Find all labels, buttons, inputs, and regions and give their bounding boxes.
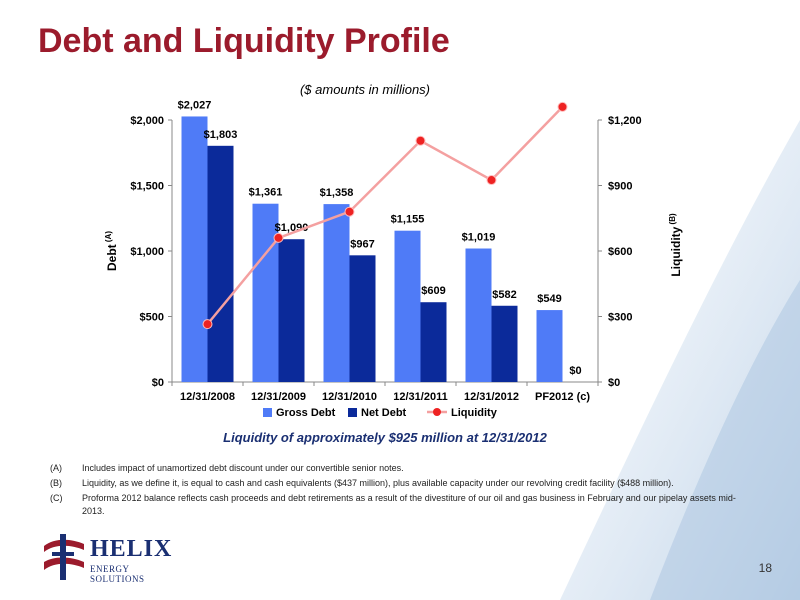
y2-tick-label: $0 bbox=[608, 377, 620, 389]
gross-debt-bar bbox=[536, 310, 563, 382]
y-axis-title-text: Debt bbox=[105, 244, 119, 271]
footnote-a: (A) Includes impact of unamortized debt … bbox=[50, 462, 750, 475]
liquidity-point bbox=[557, 101, 568, 112]
y-tick-label: $2,000 bbox=[130, 115, 164, 127]
x-tick-label: 12/31/2012 bbox=[464, 391, 519, 403]
y2-tick-label: $900 bbox=[608, 181, 632, 193]
legend-label-net-debt: Net Debt bbox=[361, 407, 407, 419]
gross-debt-label: $1,155 bbox=[391, 214, 425, 226]
y-tick-label: $500 bbox=[140, 312, 164, 324]
net-debt-label: $967 bbox=[350, 238, 374, 250]
net-debt-bar bbox=[349, 255, 376, 382]
gross-debt-label: $549 bbox=[537, 293, 561, 305]
footnotes: (A) Includes impact of unamortized debt … bbox=[50, 462, 750, 520]
gross-debt-bar bbox=[181, 116, 208, 382]
y-tick-label: $1,000 bbox=[130, 246, 164, 258]
footnote-text: Liquidity, as we define it, is equal to … bbox=[82, 478, 674, 488]
liquidity-point bbox=[415, 135, 426, 146]
helix-logo: HELIX ENERGY SOLUTIONS bbox=[40, 532, 180, 584]
footnote-key: (C) bbox=[50, 493, 63, 503]
y-axis-title: Debt (A) bbox=[104, 231, 119, 271]
x-tick-label: 12/31/2010 bbox=[322, 391, 377, 403]
y2-axis-title-superscript: (B) bbox=[668, 213, 677, 227]
net-debt-label: $0 bbox=[569, 365, 581, 377]
y2-axis-title: Liquidity (B) bbox=[668, 213, 683, 277]
net-debt-label: $609 bbox=[421, 285, 445, 297]
x-tick-label: PF2012 (c) bbox=[535, 391, 590, 403]
logo-subtitle: ENERGY SOLUTIONS bbox=[90, 564, 145, 584]
liquidity-point bbox=[486, 175, 497, 186]
gross-debt-label: $1,361 bbox=[249, 187, 283, 199]
logo-name: HELIX bbox=[90, 536, 173, 562]
page-number: 18 bbox=[758, 561, 772, 575]
footnote-key: (A) bbox=[50, 463, 62, 473]
net-debt-bar bbox=[207, 145, 234, 382]
y-axis-title-superscript: (A) bbox=[104, 231, 113, 245]
net-debt-bar bbox=[420, 302, 447, 382]
gross-debt-label: $1,019 bbox=[462, 232, 496, 244]
legend-swatch-liquidity-point bbox=[433, 408, 441, 416]
gross-debt-bar bbox=[323, 204, 350, 382]
footnote-key: (B) bbox=[50, 478, 62, 488]
gross-debt-label: $1,358 bbox=[320, 187, 354, 199]
y2-tick-label: $1,200 bbox=[608, 115, 642, 127]
net-debt-label: $582 bbox=[492, 289, 516, 301]
legend-swatch-gross-debt bbox=[263, 408, 272, 417]
gross-debt-bar bbox=[394, 230, 421, 382]
y2-tick-label: $300 bbox=[608, 312, 632, 324]
footnote-b: (B) Liquidity, as we define it, is equal… bbox=[50, 477, 750, 490]
gross-debt-label: $2,027 bbox=[178, 99, 212, 111]
y-tick-label: $0 bbox=[152, 377, 164, 389]
x-tick-label: 12/31/2008 bbox=[180, 391, 235, 403]
y2-axis-title-text: Liquidity bbox=[669, 226, 683, 276]
gross-debt-bar bbox=[465, 248, 492, 382]
debt-liquidity-chart: $0 $500 $1,000 $1,500 $2,000 $0 $300 $600 $900 $1… bbox=[104, 99, 683, 419]
liquidity-point bbox=[344, 206, 355, 217]
helix-emblem-icon bbox=[44, 534, 84, 580]
liquidity-point bbox=[273, 232, 284, 243]
legend-swatch-net-debt bbox=[348, 408, 357, 417]
liquidity-point bbox=[202, 319, 213, 330]
footnote-text: Proforma 2012 balance reflects cash proc… bbox=[82, 493, 736, 516]
x-tick-label: 12/31/2011 bbox=[393, 391, 447, 403]
gross-debt-bar bbox=[252, 203, 279, 382]
legend-label-gross-debt: Gross Debt bbox=[276, 407, 336, 419]
liquidity-line bbox=[206, 106, 564, 325]
net-debt-label: $1,803 bbox=[204, 129, 238, 141]
footnote-c: (C) Proforma 2012 balance reflects cash … bbox=[50, 492, 750, 518]
legend-label-liquidity: Liquidity bbox=[451, 407, 498, 419]
y2-tick-label: $600 bbox=[608, 246, 632, 258]
chart-caption: Liquidity of approximately $925 million … bbox=[223, 430, 547, 445]
page-title: Debt and Liquidity Profile bbox=[38, 22, 450, 60]
chart-subtitle: ($ amounts in millions) bbox=[299, 82, 431, 97]
net-debt-bar bbox=[491, 305, 518, 382]
x-tick-label: 12/31/2009 bbox=[251, 391, 306, 403]
footnote-text: Includes impact of unamortized debt disc… bbox=[82, 463, 404, 473]
y-tick-label: $1,500 bbox=[130, 181, 164, 193]
net-debt-bar bbox=[278, 239, 305, 382]
